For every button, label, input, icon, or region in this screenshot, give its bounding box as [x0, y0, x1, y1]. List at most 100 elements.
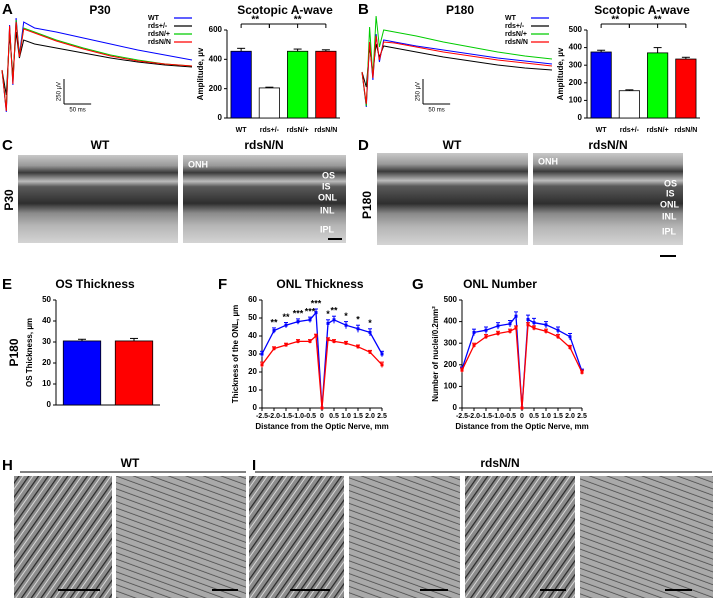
x-tick-label: -1.0	[492, 413, 504, 420]
marker	[568, 335, 572, 339]
marker	[472, 343, 476, 347]
panel-letter: G	[412, 276, 424, 293]
bar	[618, 90, 640, 119]
panel-d: P180 WT rdsN/N ONH OS IS ONL INL IPL	[360, 138, 683, 257]
y-tick-label: 500	[569, 25, 583, 34]
y-tick-label: 10	[42, 379, 51, 388]
image-label: INL	[662, 211, 677, 221]
marker	[532, 326, 536, 330]
panel-i: rdsN/N	[249, 456, 713, 598]
annotation: ***	[293, 308, 304, 318]
em-image	[580, 476, 713, 598]
x-tick-label: rds+/-	[620, 127, 640, 134]
x-tick-label: -1.5	[480, 413, 492, 420]
panel-letter: E	[2, 276, 12, 293]
image-title: rdsN/N	[480, 456, 519, 470]
panel-h: WT	[14, 456, 246, 598]
marker	[544, 323, 548, 327]
marker	[368, 330, 372, 334]
x-tick-label: -2.0	[268, 413, 280, 420]
image-label: IS	[322, 181, 331, 191]
legend-label: WT	[148, 15, 160, 22]
x-tick-label: 1.5	[553, 413, 563, 420]
image-label: ONH	[538, 156, 558, 166]
series-line	[461, 323, 583, 409]
bar	[258, 87, 280, 119]
marker	[260, 352, 264, 356]
series-line	[261, 310, 383, 409]
marker	[532, 321, 536, 325]
bar	[647, 52, 669, 119]
x-tick-label: rdsN/+	[287, 127, 309, 134]
legend-label: rds+/-	[505, 23, 525, 30]
marker	[272, 329, 276, 333]
legend-label: WT	[505, 15, 517, 22]
marker	[484, 328, 488, 332]
y-tick-label: 30	[248, 349, 257, 358]
marker	[526, 323, 530, 327]
marker	[308, 339, 312, 343]
micrograph	[533, 153, 683, 245]
marker	[296, 339, 300, 343]
bar	[590, 51, 612, 119]
x-tick-label: 2.5	[377, 413, 387, 420]
micrograph	[183, 155, 346, 243]
image-label: INL	[320, 205, 335, 215]
panel-letter: H	[2, 457, 13, 474]
y-tick-label: 20	[42, 358, 51, 367]
panel-letter: C	[2, 137, 13, 154]
marker	[260, 363, 264, 367]
panel-letter: F	[218, 276, 227, 293]
em-image	[116, 476, 246, 598]
x-tick-label: -2.5	[456, 413, 468, 420]
image-title: rdsN/N	[244, 138, 283, 152]
micrograph	[377, 153, 528, 245]
y-tick-label: 100	[444, 382, 458, 391]
marker	[332, 318, 336, 322]
marker	[326, 338, 330, 342]
y-axis-label: OS Thickness, µm	[25, 318, 34, 387]
row-label: P30	[2, 189, 16, 211]
trace	[361, 15, 553, 107]
x-tick-label: -2.0	[468, 413, 480, 420]
chart-title: Scotopic A-wave	[237, 3, 333, 17]
y-tick-label: 200	[569, 78, 583, 87]
sig-label: **	[294, 15, 302, 26]
y-axis-label: Amplitude, µv	[556, 47, 565, 100]
y-tick-label: 0	[453, 403, 458, 412]
x-tick-label: 0.5	[529, 413, 539, 420]
marker	[356, 327, 360, 331]
y-axis-label: Amplitude, µv	[196, 47, 205, 100]
x-tick-label: 2.5	[577, 413, 587, 420]
marker	[496, 324, 500, 328]
y-axis-label: Number of nuclei/0.2mm²	[431, 306, 440, 402]
bar	[315, 50, 337, 119]
legend-label: rds+/-	[148, 23, 168, 30]
marker	[296, 320, 300, 324]
y-tick-label: 400	[569, 43, 583, 52]
marker	[308, 318, 312, 322]
em-image	[249, 476, 344, 598]
row-label: P180	[7, 338, 21, 366]
chart-title: Scotopic A-wave	[594, 3, 690, 17]
x-tick-label: -1.0	[292, 413, 304, 420]
panel-letter: B	[358, 1, 369, 18]
scale-label: 250 µV	[57, 82, 63, 101]
image-title: WT	[91, 138, 110, 152]
marker	[314, 311, 318, 315]
marker	[356, 345, 360, 349]
marker	[544, 329, 548, 333]
bar	[230, 50, 252, 119]
x-tick-label: 1.0	[541, 413, 551, 420]
marker	[344, 323, 348, 327]
image-label: OS	[664, 178, 677, 188]
y-tick-label: 500	[444, 295, 458, 304]
x-tick-label: rdsN/N	[314, 127, 337, 134]
y-tick-label: 100	[569, 96, 583, 105]
bar	[287, 50, 309, 119]
trace	[361, 35, 553, 105]
sig-label: **	[654, 15, 662, 26]
scale-label: 50 ms	[69, 108, 85, 114]
marker	[508, 329, 512, 333]
chart-title: ONL Number	[463, 277, 537, 291]
